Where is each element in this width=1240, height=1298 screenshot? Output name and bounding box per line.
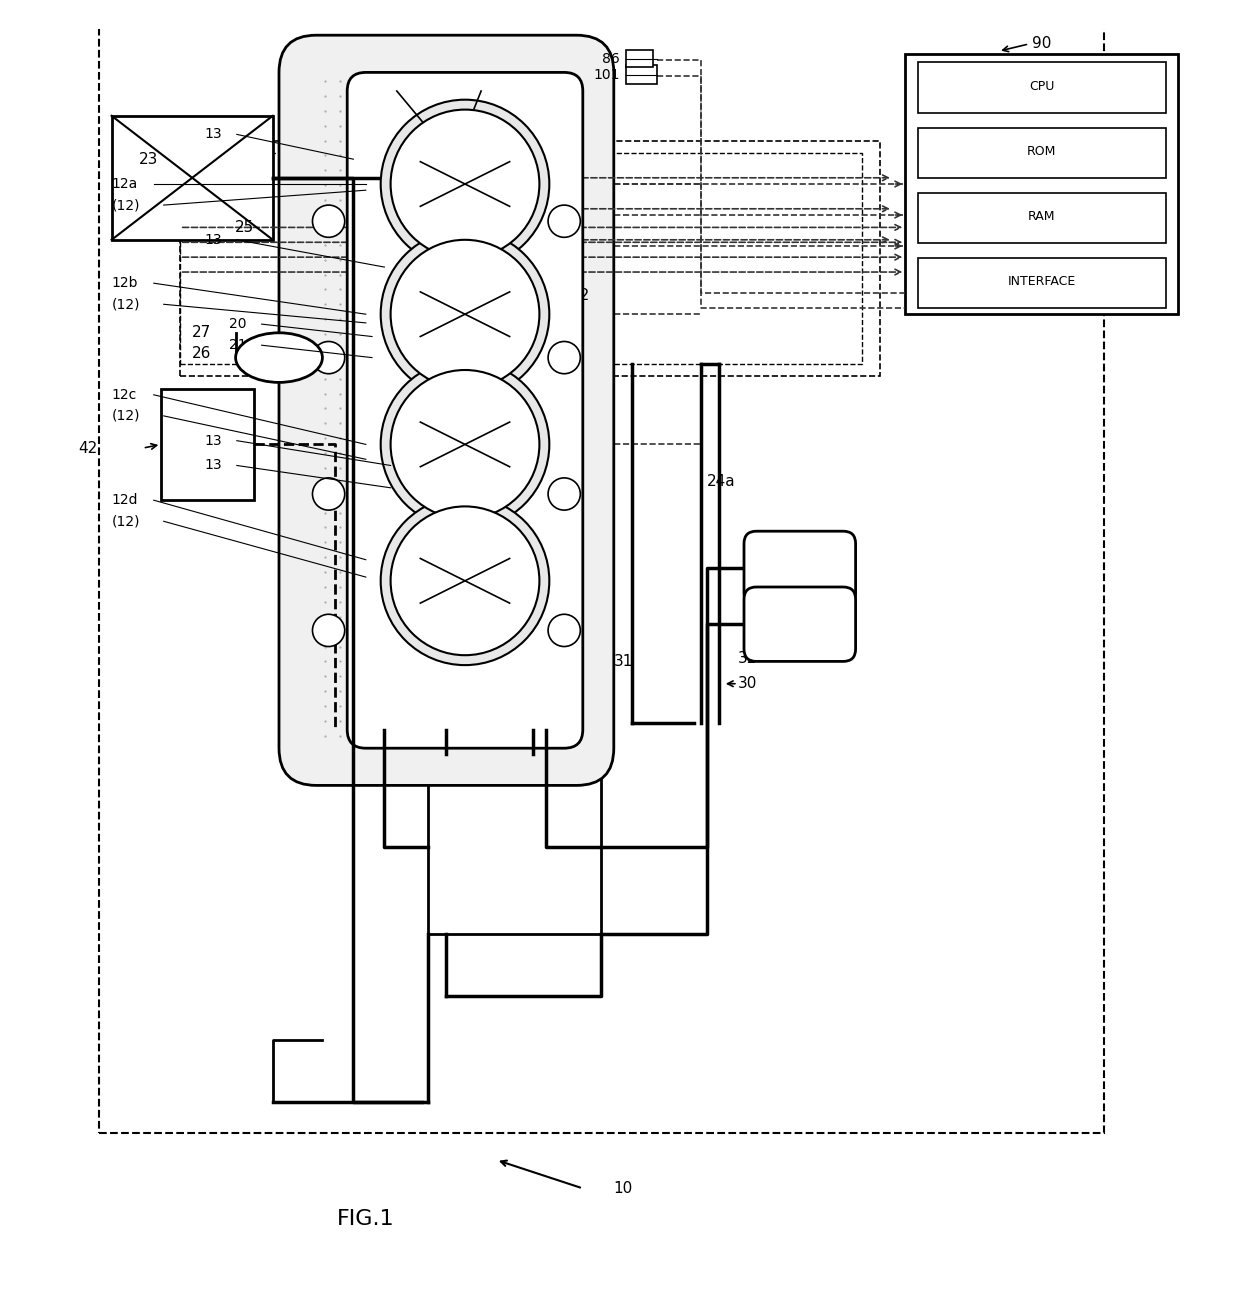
Text: 90: 90 (1032, 36, 1052, 52)
Text: 13: 13 (205, 232, 222, 247)
Bar (161, 388, 254, 500)
Text: 24a: 24a (707, 474, 735, 489)
Text: 43: 43 (353, 371, 373, 387)
Text: CPU: CPU (1029, 80, 1054, 93)
Text: ROM: ROM (1027, 145, 1056, 158)
Bar (918, 127, 1166, 178)
Text: RAM: RAM (1028, 210, 1055, 223)
Circle shape (391, 240, 539, 388)
Text: 42: 42 (78, 440, 98, 456)
Bar (465, 711, 521, 761)
Text: INTERFACE: INTERFACE (1007, 275, 1076, 288)
Bar (180, 140, 880, 376)
Circle shape (391, 506, 539, 655)
Circle shape (381, 496, 549, 665)
Circle shape (391, 109, 539, 258)
Bar (626, 51, 653, 67)
Circle shape (312, 341, 345, 374)
Bar (918, 62, 1166, 113)
Text: 24b: 24b (763, 550, 791, 566)
Circle shape (381, 360, 549, 528)
Text: (12): (12) (112, 514, 140, 528)
Text: 12d: 12d (112, 493, 138, 508)
FancyBboxPatch shape (744, 587, 856, 662)
Text: 52: 52 (372, 78, 392, 92)
Text: 25: 25 (234, 219, 254, 235)
Circle shape (381, 230, 549, 398)
Circle shape (548, 478, 580, 510)
Bar (112, 116, 273, 240)
Text: 12c: 12c (112, 388, 136, 402)
Bar (918, 192, 1166, 243)
Text: 22: 22 (570, 288, 590, 304)
Bar (474, 426, 505, 457)
Circle shape (312, 205, 345, 238)
Text: FIG.1: FIG.1 (337, 1210, 394, 1229)
Circle shape (381, 100, 549, 269)
Text: 13: 13 (205, 458, 222, 472)
Text: 27: 27 (191, 326, 211, 340)
Text: 81: 81 (501, 152, 521, 166)
Text: 86: 86 (603, 52, 620, 66)
Bar (918, 258, 1166, 308)
Text: 41: 41 (546, 371, 565, 387)
Text: 12b: 12b (112, 276, 138, 291)
Text: 13: 13 (205, 434, 222, 448)
Text: 12a: 12a (112, 177, 138, 191)
Ellipse shape (236, 332, 322, 383)
Text: 23: 23 (139, 152, 159, 166)
Text: 30: 30 (738, 676, 758, 692)
Text: 82: 82 (471, 437, 491, 452)
Text: 24: 24 (763, 574, 782, 588)
Text: (12): (12) (112, 199, 140, 212)
Text: 20: 20 (229, 317, 247, 331)
Bar (180, 153, 862, 363)
FancyBboxPatch shape (279, 35, 614, 785)
Text: (12): (12) (112, 297, 140, 312)
Bar (905, 53, 1178, 314)
Bar (626, 65, 657, 83)
Circle shape (548, 614, 580, 646)
Text: 21: 21 (229, 339, 247, 352)
Circle shape (548, 205, 580, 238)
Text: 40: 40 (427, 371, 446, 387)
Circle shape (548, 341, 580, 374)
Text: 26: 26 (191, 347, 211, 361)
FancyBboxPatch shape (347, 73, 583, 748)
Text: (12): (12) (112, 409, 140, 423)
Text: 32: 32 (738, 652, 758, 666)
Bar (490, 153, 539, 191)
Text: 101: 101 (594, 67, 620, 82)
Circle shape (312, 478, 345, 510)
Bar (428, 754, 601, 935)
Text: 11: 11 (471, 78, 491, 92)
Circle shape (391, 370, 539, 519)
Bar (99, 23, 1104, 1133)
Text: 31: 31 (614, 654, 634, 668)
Text: 10: 10 (614, 1181, 634, 1195)
Text: 13: 13 (205, 127, 222, 141)
Circle shape (312, 614, 345, 646)
FancyBboxPatch shape (744, 531, 856, 606)
